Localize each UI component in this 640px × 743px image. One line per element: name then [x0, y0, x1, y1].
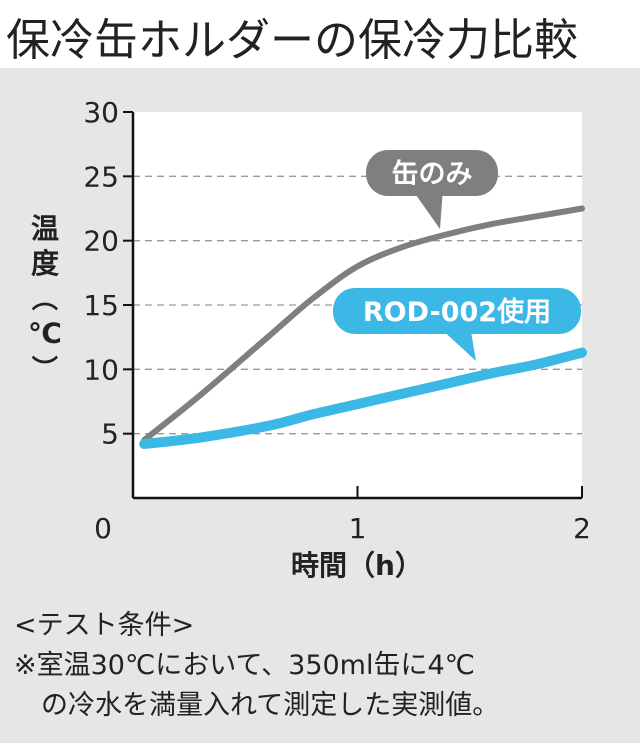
y-tick-label: 10 [83, 353, 119, 386]
series-label-1: 缶のみ [366, 150, 498, 229]
y-tick-label: 25 [83, 160, 119, 193]
test-conditions-line-1: ※室温30℃において、350ml缶に4℃ [14, 650, 475, 681]
y-tick-label: 20 [83, 225, 119, 258]
x-tick-label: 1 [349, 512, 367, 545]
series-label-text: 缶のみ [392, 158, 473, 190]
series-label-text: ROD-002使用 [363, 297, 551, 328]
svg-text:温: 温 [31, 212, 59, 245]
y-tick-label: 15 [83, 289, 119, 322]
y-tick-label: 5 [101, 418, 119, 451]
svg-text:℃: ℃ [28, 317, 62, 350]
series-line-2 [139, 347, 587, 449]
series-label-2: ROD-002使用 [333, 288, 581, 361]
series-line-1 [141, 205, 585, 444]
x-axis-label: 時間（h） [291, 549, 423, 582]
svg-text:（: （ [28, 285, 58, 311]
svg-text:度: 度 [31, 247, 59, 280]
svg-text:）: ） [28, 355, 58, 381]
test-conditions-line-2: の冷水を満量入れて測定した実測値。 [14, 690, 500, 721]
chart-title: 保冷缶ホルダーの保冷力比較 [6, 15, 578, 66]
y-axis-label: 温度 （ ℃ ） [28, 212, 62, 381]
test-conditions: <テスト条件> ※室温30℃において、350ml缶に4℃ の冷水を満量入れて測定… [14, 606, 499, 726]
test-conditions-heading: <テスト条件> [14, 610, 195, 641]
y-tick-label: 30 [83, 96, 119, 129]
x-tick-label: 2 [573, 512, 591, 545]
x-tick-label: 0 [94, 512, 112, 545]
